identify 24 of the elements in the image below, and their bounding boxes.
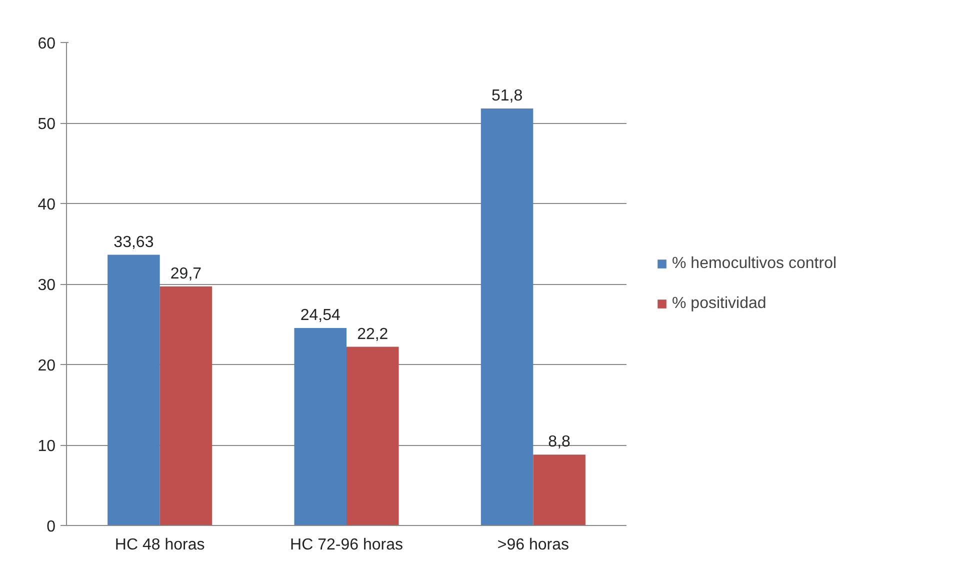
x-tick-label: >96 horas (497, 536, 569, 554)
legend-label: % hemocultivos control (672, 254, 837, 272)
bar (480, 108, 534, 526)
bar (108, 254, 160, 526)
data-label: 33,63 (114, 234, 154, 251)
data-label: 22,2 (357, 326, 388, 343)
data-label: 29,7 (170, 265, 202, 282)
y-tick-label: 50 (38, 116, 56, 133)
bar (294, 328, 346, 526)
bar (160, 286, 212, 526)
legend-label: % positividad (672, 294, 766, 312)
y-tick-label: 30 (38, 277, 56, 294)
x-tick-label: HC 72-96 horas (290, 536, 403, 554)
y-tick-label: 20 (38, 358, 56, 374)
y-tick-label: 40 (38, 196, 56, 214)
data-label: 51,8 (491, 88, 523, 105)
data-label: 24,54 (300, 306, 340, 324)
data-label: 8,8 (548, 434, 571, 451)
y-tick-label: 60 (38, 36, 56, 52)
x-tick-label: HC 48 horas (114, 536, 205, 554)
y-tick-label: 0 (46, 518, 56, 536)
bar (346, 346, 399, 526)
bar (533, 454, 586, 526)
y-tick-label: 10 (38, 438, 56, 455)
